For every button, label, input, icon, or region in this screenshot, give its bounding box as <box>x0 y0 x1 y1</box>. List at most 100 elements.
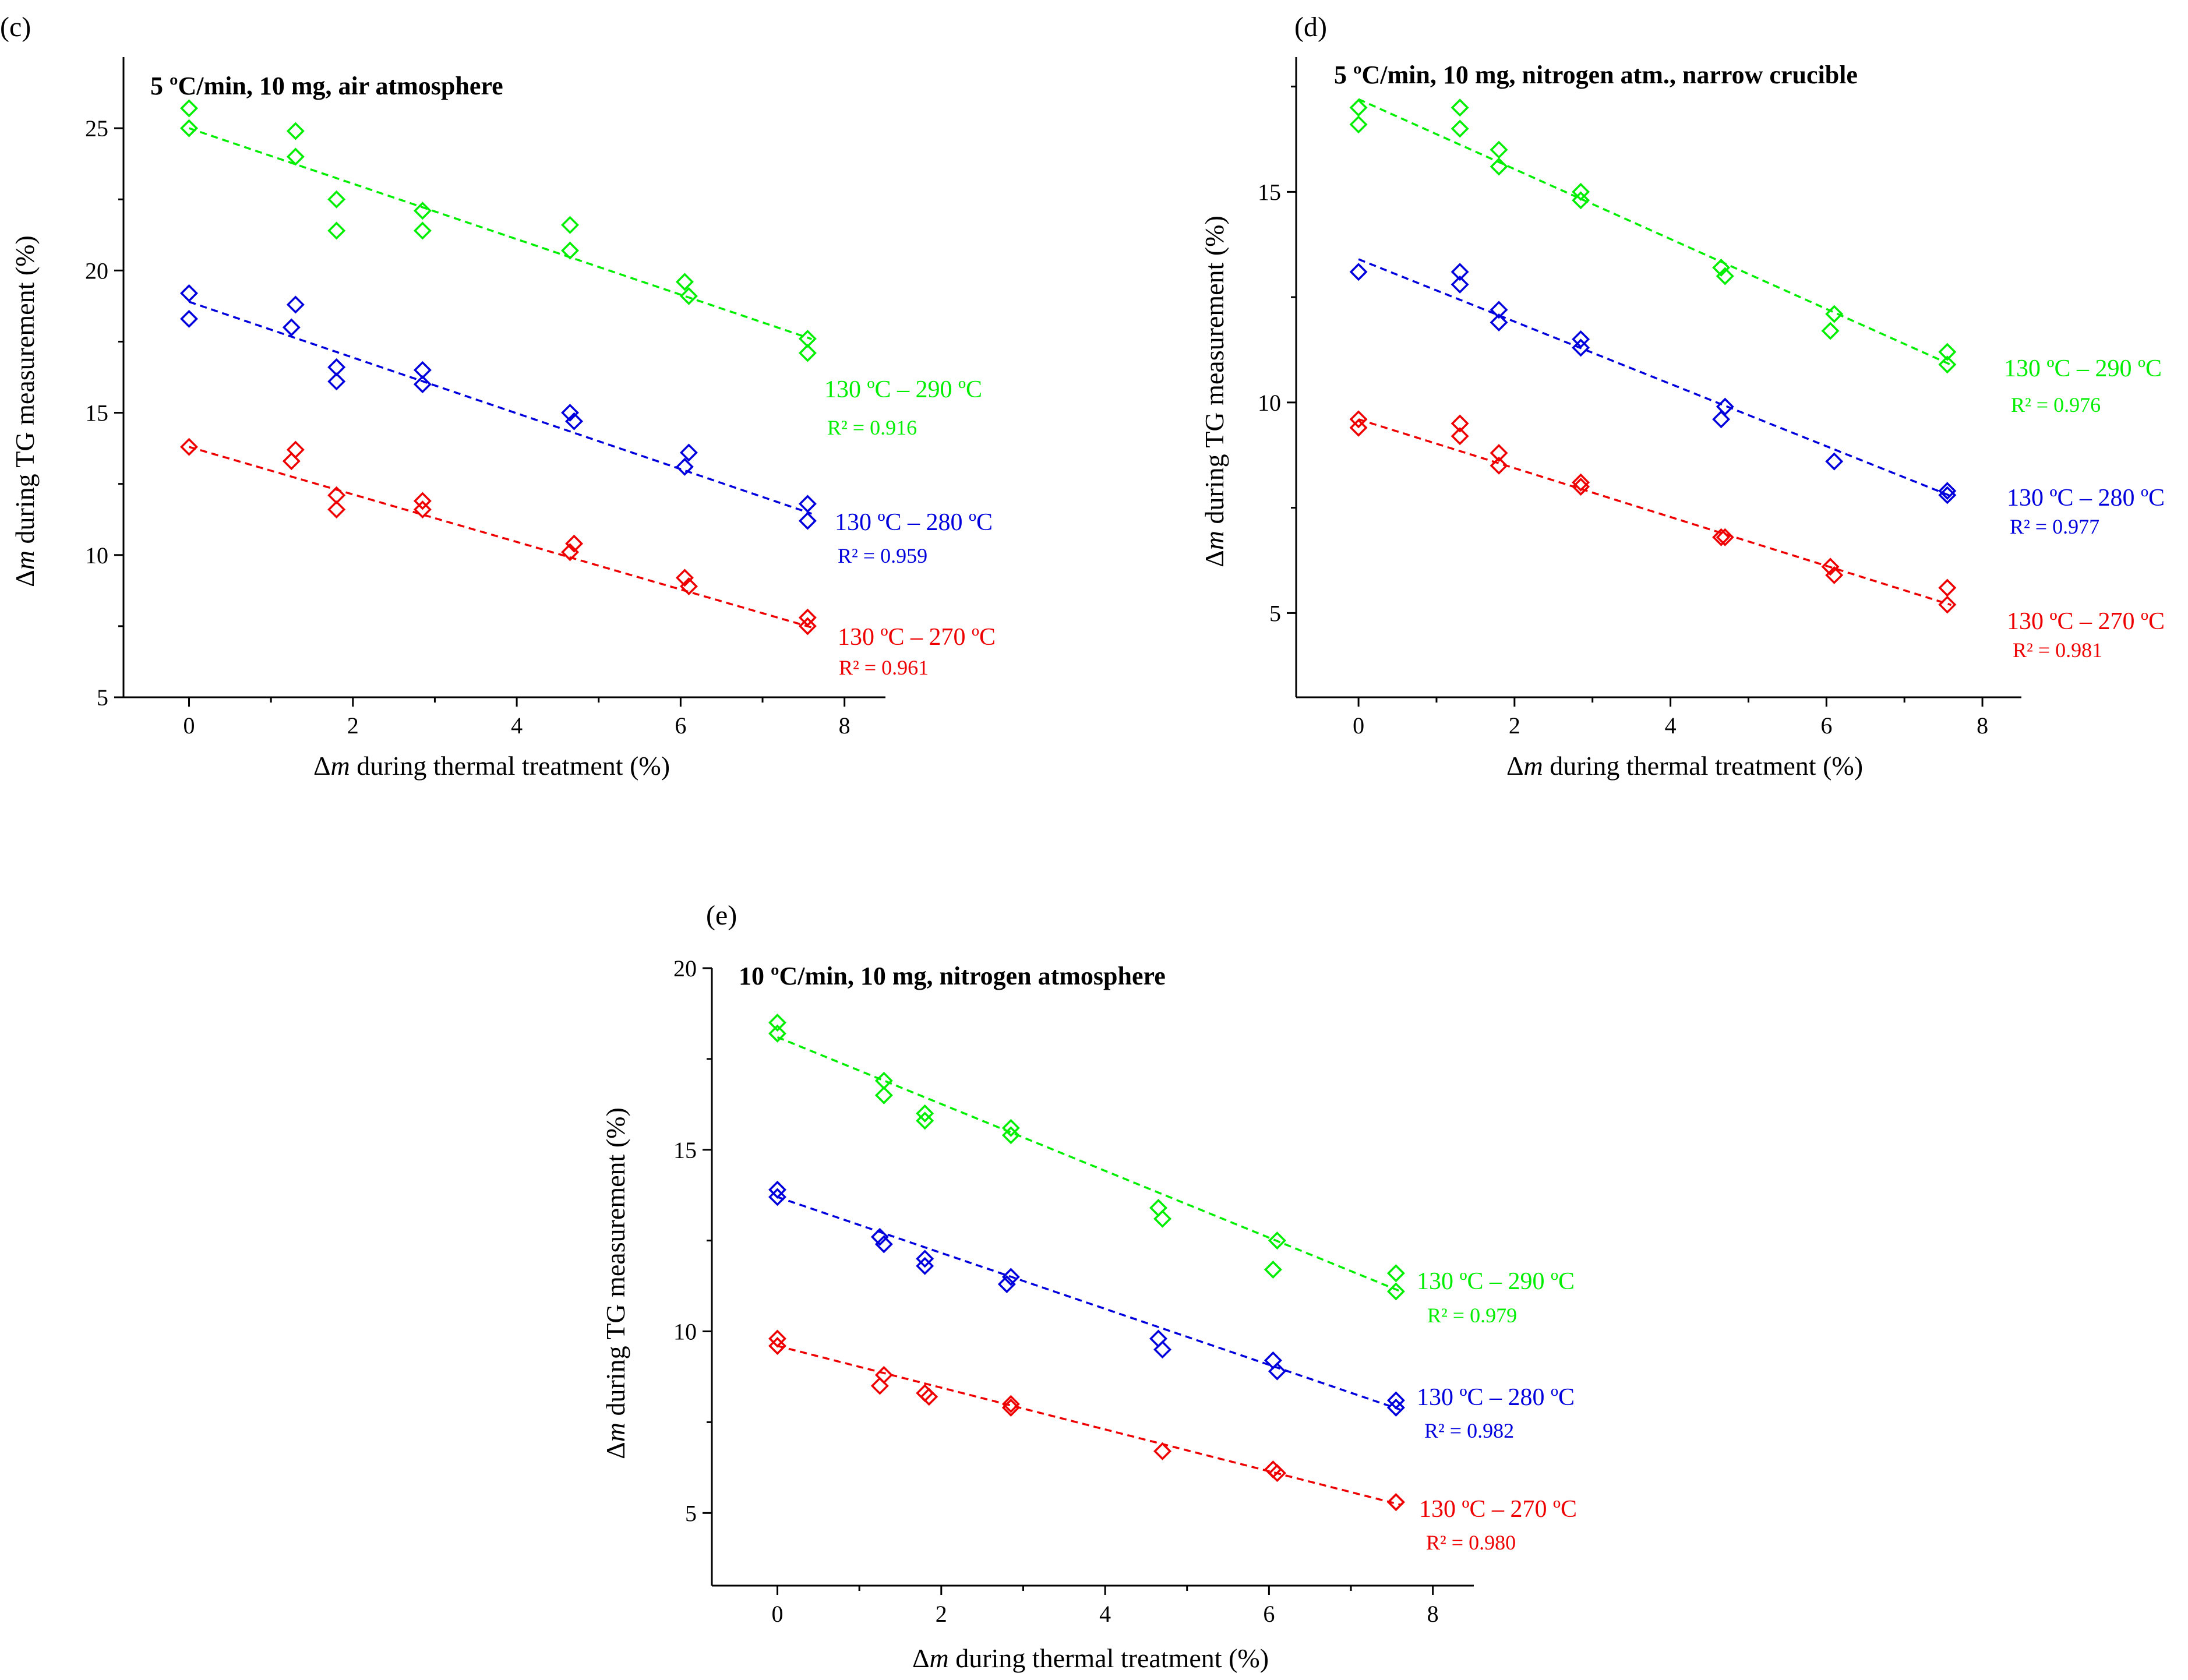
data-point <box>1572 478 1590 496</box>
x-axis-label: Δm during thermal treatment (%) <box>313 751 670 781</box>
data-point <box>1386 1398 1405 1417</box>
data-point <box>1821 322 1840 340</box>
data-point <box>1490 456 1508 475</box>
x-tick-label: 4 <box>1665 712 1677 739</box>
fit-line-series-1 <box>1358 258 1952 497</box>
data-point <box>1001 1395 1020 1413</box>
x-tick-label: 8 <box>1427 1601 1439 1627</box>
data-point <box>1572 473 1590 492</box>
x-tick-label: 0 <box>183 712 195 739</box>
data-point <box>1825 566 1844 584</box>
y-tick-label: 10 <box>673 1319 697 1345</box>
data-point <box>768 1014 786 1032</box>
data-point <box>679 287 698 305</box>
data-point <box>798 617 817 636</box>
chart-title: 5 ºC/min, 10 mg, air atmosphere <box>150 72 503 100</box>
data-point <box>1349 115 1368 134</box>
data-point <box>1153 1442 1172 1460</box>
data-point <box>1451 119 1469 138</box>
x-tick-label: 6 <box>1820 712 1832 739</box>
data-point <box>1001 1268 1020 1286</box>
fit-line-series-0 <box>1358 98 1952 366</box>
data-point <box>1712 410 1731 429</box>
data-point <box>1572 191 1590 210</box>
fit-line-series-2 <box>1358 418 1952 606</box>
series-label-280: 130 ºC – 280 ºC <box>835 509 993 536</box>
data-point <box>1451 98 1469 117</box>
panel-label: (d) <box>1294 12 1327 43</box>
data-point <box>1451 263 1469 281</box>
data-point <box>1938 355 1957 374</box>
x-tick-label: 6 <box>1263 1601 1275 1627</box>
x-axis-label: Δm during thermal treatment (%) <box>1506 751 1863 781</box>
data-point <box>1001 1398 1020 1417</box>
data-point <box>1938 482 1957 500</box>
data-point <box>1490 444 1508 463</box>
data-point <box>565 534 584 553</box>
series-label-290: 130 ºC – 290 ºC <box>824 376 982 403</box>
series-r2-270: R² = 0.961 <box>839 656 929 679</box>
x-tick-label: 0 <box>1353 712 1364 739</box>
y-axis-label: Δm during TG measurement (%) <box>10 235 40 587</box>
data-point <box>1001 1126 1020 1145</box>
panel-e: (e) 10 ºC/min, 10 mg, nitrogen atmospher… <box>601 900 1577 1673</box>
data-point <box>916 1111 934 1130</box>
data-point <box>1001 1118 1020 1137</box>
fit-line-series-0 <box>777 1036 1401 1293</box>
data-point <box>874 1235 893 1254</box>
data-point <box>798 608 817 627</box>
data-point <box>180 309 198 328</box>
series-r2-280: R² = 0.982 <box>1424 1419 1514 1442</box>
y-tick-label: 5 <box>1269 600 1281 626</box>
data-point <box>1349 418 1368 437</box>
series-r2-270: R² = 0.980 <box>1426 1531 1516 1554</box>
data-point <box>679 577 698 595</box>
y-tick-label: 20 <box>85 257 108 284</box>
series-label-270: 130 ºC – 270 ºC <box>2007 608 2165 635</box>
y-tick-label: 15 <box>85 400 108 426</box>
data-point <box>1490 140 1508 159</box>
data-point <box>561 404 579 422</box>
fit-line-series-1 <box>777 1196 1400 1411</box>
x-tick-label: 8 <box>839 712 851 739</box>
data-point <box>327 372 346 391</box>
data-point <box>286 295 305 314</box>
data-point <box>1268 1464 1286 1483</box>
data-point <box>798 495 817 513</box>
data-point <box>1572 338 1590 357</box>
data-point <box>286 122 305 140</box>
data-point <box>286 147 305 166</box>
data-point <box>413 375 432 394</box>
data-point <box>180 284 198 302</box>
data-point <box>916 1104 934 1123</box>
data-point <box>768 1188 786 1206</box>
fit-line-series-2 <box>189 446 812 629</box>
data-point <box>798 344 817 362</box>
x-tick-label: 0 <box>772 1601 784 1627</box>
panel-label: (e) <box>706 900 737 931</box>
series-label-280: 130 ºC – 280 ºC <box>1417 1384 1575 1411</box>
data-point <box>874 1086 893 1104</box>
data-point <box>1938 343 1957 361</box>
series-r2-290: R² = 0.916 <box>827 416 917 439</box>
x-tick-label: 4 <box>1099 1601 1111 1627</box>
y-tick-label: 25 <box>85 115 108 142</box>
data-point <box>1153 1209 1172 1228</box>
data-point <box>1712 528 1731 546</box>
x-axis-label: Δm during thermal treatment (%) <box>912 1643 1269 1673</box>
series-r2-290: R² = 0.979 <box>1427 1304 1517 1327</box>
data-point <box>675 273 694 291</box>
data-point <box>675 569 694 587</box>
data-point <box>1268 1231 1286 1250</box>
data-point <box>1386 1264 1405 1283</box>
data-point <box>413 202 432 220</box>
data-point <box>282 452 301 471</box>
data-point <box>1938 486 1957 504</box>
data-point <box>916 1250 934 1268</box>
data-point <box>565 412 584 430</box>
data-point <box>675 457 694 476</box>
data-point <box>413 500 432 519</box>
series-r2-280: R² = 0.977 <box>2010 515 2099 538</box>
y-tick-label: 10 <box>1258 390 1281 416</box>
data-point <box>1349 410 1368 429</box>
